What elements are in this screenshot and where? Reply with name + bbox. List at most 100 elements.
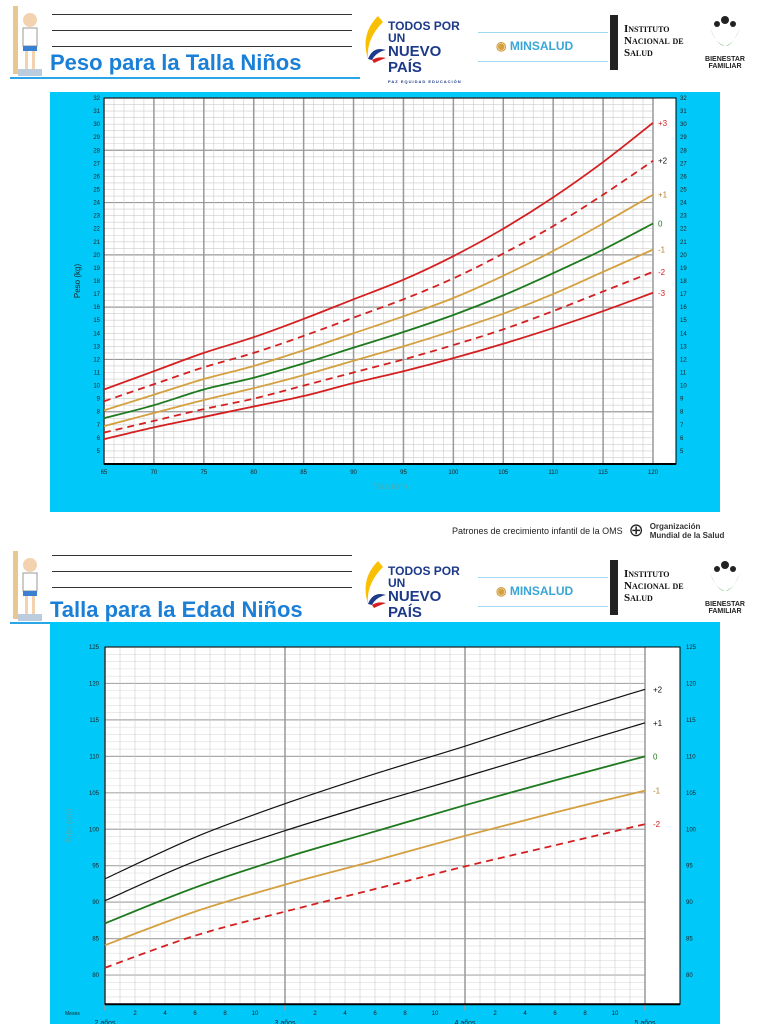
y-tick-label: 28 — [93, 148, 100, 154]
who-footer: Patrones de crecimiento infantil de la O… — [452, 520, 725, 540]
header-section-2: Talla para la Edad Niños TODOS POR UN NUE… — [0, 545, 768, 630]
y-tick-label-right: 32 — [680, 96, 687, 102]
month-tick-label: 10 — [252, 1011, 259, 1017]
curve-+3 — [103, 122, 654, 391]
month-tick-label: 2 — [313, 1011, 317, 1017]
y-tick-label-right: 105 — [686, 791, 697, 797]
instituto-nacional-de-salud-logo: Instituto Nacional de Salud — [610, 15, 700, 70]
chart-panel-height-for-age: 80 80 85 85 90 90 95 95 100 100 105 105 110 110 115 115… — [50, 622, 720, 1027]
curve-+1 — [104, 722, 646, 902]
y-tick-label-right: 15 — [680, 318, 687, 324]
child-measuring-icon — [13, 551, 42, 621]
x-tick-label: 85 — [300, 470, 307, 476]
y-tick-label: 11 — [94, 371, 101, 377]
y-tick-label-right: 24 — [680, 201, 687, 207]
month-tick-label: 10 — [432, 1011, 439, 1017]
month-tick-label: 2 — [133, 1011, 137, 1017]
y-tick-label: 7 — [97, 423, 101, 429]
y-tick-label: 15 — [93, 318, 100, 324]
curve--1 — [103, 248, 654, 427]
y-tick-label: 85 — [92, 937, 99, 943]
coat-of-arms-icon: ◉ — [496, 39, 507, 53]
year-tick-label: 2 años — [94, 1020, 116, 1024]
y-tick-label-right: 115 — [686, 718, 696, 724]
colombia-flag-swoosh-icon — [365, 16, 386, 63]
name-lines[interactable] — [52, 14, 352, 62]
curve-label: 0 — [658, 219, 663, 228]
instituto-nacional-de-salud-logo: Instituto Nacional de Salud — [610, 560, 700, 615]
curve-label: -1 — [653, 787, 661, 796]
curve-label: -1 — [658, 246, 666, 255]
y-tick-label-right: 120 — [686, 681, 697, 687]
y-tick-label: 90 — [92, 900, 99, 906]
month-tick-label: 4 — [343, 1011, 347, 1017]
y-tick-label-right: 80 — [686, 973, 693, 979]
x-tick-label: 65 — [101, 470, 108, 476]
x-tick-label: 95 — [400, 470, 407, 476]
curve-+2 — [104, 688, 646, 880]
header-section-1: Peso para la Talla Niños TODOS POR UN NUE… — [0, 0, 768, 85]
y-tick-label: 115 — [89, 718, 99, 724]
y-tick-label-right: 13 — [680, 344, 687, 350]
month-tick-label: 8 — [223, 1011, 227, 1017]
y-tick-label-right: 18 — [680, 279, 687, 285]
y-axis-label: Peso (kg) — [73, 264, 82, 299]
minsalud-logo: ◉ MINSALUD — [478, 32, 608, 62]
chart-panel-weight-for-height: 5 5 6 6 7 7 8 8 9 9 10 10 11 11 12 12 13 13 14 14 15 15 16 16 17… — [50, 92, 720, 512]
y-tick-label-right: 22 — [680, 227, 687, 233]
y-tick-label-right: 17 — [680, 292, 687, 298]
x-tick-label: 105 — [498, 470, 509, 476]
month-tick-label: 6 — [193, 1011, 197, 1017]
coat-of-arms-icon: ◉ — [496, 584, 507, 598]
curve-0 — [103, 222, 654, 420]
month-tick-label: 10 — [612, 1011, 619, 1017]
plot-border — [104, 646, 681, 1005]
y-tick-label-right: 25 — [680, 188, 687, 194]
y-tick-label: 13 — [93, 344, 100, 350]
y-tick-label: 6 — [97, 436, 101, 442]
y-tick-label-right: 28 — [680, 148, 687, 154]
curve-+2 — [103, 159, 654, 403]
curve-+1 — [103, 193, 654, 412]
colombia-flag-swoosh-icon — [365, 561, 386, 608]
y-tick-label: 18 — [93, 279, 100, 285]
curve-label: 0 — [653, 752, 658, 761]
y-tick-label: 24 — [93, 201, 100, 207]
name-lines[interactable] — [52, 555, 352, 603]
y-tick-label: 120 — [89, 681, 100, 687]
curve-label: +1 — [658, 191, 668, 200]
y-tick-label: 23 — [93, 214, 100, 220]
weight-for-height-chart: 5 5 6 6 7 7 8 8 9 9 10 10 11 11 12 12 13 13 14 14 15 15 16 16 17… — [73, 96, 687, 491]
curve--3 — [103, 291, 654, 441]
curve-label: +3 — [658, 119, 668, 128]
y-tick-label-right: 11 — [680, 371, 687, 377]
year-tick-label: 5 años — [634, 1020, 656, 1024]
x-tick-label: 90 — [350, 470, 357, 476]
month-tick-label: 8 — [403, 1011, 407, 1017]
month-tick-label: 4 — [163, 1011, 167, 1017]
y-tick-label: 16 — [93, 305, 100, 311]
curve-label: +2 — [658, 157, 668, 166]
y-tick-label-right: 7 — [680, 423, 684, 429]
y-tick-label: 14 — [93, 331, 100, 337]
y-tick-label: 9 — [97, 397, 101, 403]
y-tick-label-right: 29 — [680, 135, 687, 141]
page-title: Talla para la Edad Niños — [50, 597, 303, 622]
y-axis-label: Talla (cm) — [65, 808, 74, 843]
curve-label: +1 — [653, 719, 663, 728]
y-tick-label-right: 19 — [680, 266, 687, 272]
y-tick-label-right: 27 — [680, 161, 687, 167]
x-tick-label: 80 — [250, 470, 257, 476]
y-tick-label-right: 12 — [680, 357, 687, 363]
child-measuring-icon — [13, 6, 42, 76]
curve-label: -2 — [653, 820, 661, 829]
minsalud-logo: ◉ MINSALUD — [478, 577, 608, 607]
x-axis-label: Meses — [65, 1011, 80, 1017]
y-tick-label: 125 — [89, 645, 100, 651]
y-tick-label-right: 8 — [680, 410, 684, 416]
y-tick-label: 31 — [93, 109, 100, 115]
y-tick-label-right: 125 — [686, 645, 697, 651]
y-tick-label-right: 90 — [686, 900, 693, 906]
footer-text: Patrones de crecimiento infantil de la O… — [452, 525, 623, 536]
